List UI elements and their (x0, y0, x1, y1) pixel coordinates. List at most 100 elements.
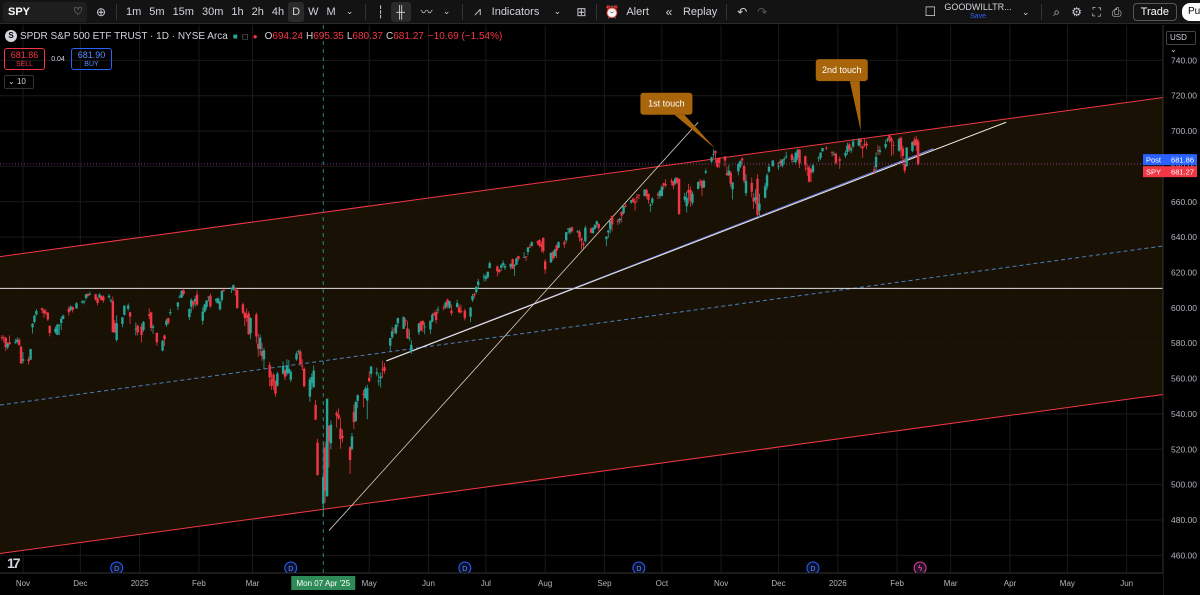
candle-body (394, 324, 398, 334)
order-quantity-field[interactable]: ⌄ 10 (4, 75, 34, 89)
candle-body (890, 138, 893, 142)
settings-gear-icon[interactable]: ⚙ (1071, 5, 1083, 19)
interval-d[interactable]: D (288, 1, 305, 22)
status-dots-icon[interactable]: ■ ◻ ● (232, 31, 259, 41)
interval-30m[interactable]: 30m (201, 5, 224, 18)
candle (134, 322, 138, 336)
candle-body (658, 190, 662, 197)
chart-style-chevron-icon[interactable]: ⌄ (442, 6, 451, 16)
candle (348, 446, 352, 475)
candle-body (390, 331, 394, 338)
interval-15m[interactable]: 15m (172, 5, 194, 18)
candle (698, 178, 702, 187)
interval-1m[interactable]: 1m (126, 5, 142, 18)
candle-body (892, 145, 895, 147)
candle (98, 292, 101, 299)
candle-body (832, 154, 836, 155)
currency-selector[interactable]: USD ⌄ (1166, 31, 1196, 54)
candle-body (335, 412, 338, 416)
interval-m[interactable]: M (326, 5, 336, 18)
snapshot-camera-icon[interactable]: ⎙ (1111, 4, 1122, 19)
alert-button[interactable]: Alert (626, 5, 649, 18)
crosshair-date-label: Mon 07 Apr '25 (296, 579, 350, 588)
candle-body (161, 340, 164, 351)
redo-icon[interactable]: ↷ (757, 4, 768, 19)
account-chevron-icon[interactable]: ⌄ (1021, 6, 1030, 17)
candle (436, 306, 440, 314)
candle (498, 268, 501, 274)
candle-body (88, 294, 92, 295)
crosshair-date-badge: Mon 07 Apr '25 (291, 576, 356, 590)
interval-2h[interactable]: 2h (251, 5, 264, 18)
candle (872, 165, 876, 175)
candle-body (56, 324, 59, 335)
candle (167, 317, 170, 325)
interval-dropdown-chevron-icon[interactable]: ⌄ (345, 6, 354, 16)
candle (178, 294, 182, 299)
undo-icon[interactable]: ↶ (737, 4, 748, 19)
candle (94, 293, 97, 301)
replay-rewind-icon[interactable]: « (665, 4, 673, 19)
candle (905, 146, 908, 167)
candle (528, 244, 532, 248)
candle (916, 139, 920, 166)
candle-body (327, 425, 331, 442)
candle-body (216, 298, 220, 304)
candle-body (555, 245, 558, 251)
sell-button[interactable]: 681.86 SELL (4, 48, 45, 70)
candle-body (540, 244, 543, 247)
account-save-group[interactable]: GOODWILLTR... Save (944, 3, 1011, 21)
candle (115, 315, 118, 342)
compare-plus-icon[interactable]: ⊕ (95, 4, 107, 19)
toolbar-divider (116, 3, 117, 20)
price-badge-value: 681.27 (1171, 168, 1194, 177)
candle-body (214, 299, 218, 301)
candle (182, 288, 185, 296)
candle (851, 139, 855, 149)
line-chart-style-icon[interactable]: 〰 (420, 5, 433, 19)
fullscreen-icon[interactable]: ⛶ (1092, 4, 1101, 19)
interval-1h[interactable]: 1h (231, 5, 244, 18)
interval-5m[interactable]: 5m (149, 5, 165, 18)
publish-button[interactable]: Pu (1182, 3, 1200, 21)
candle (911, 141, 914, 153)
candle (100, 295, 103, 301)
candle-body (16, 339, 19, 342)
interval-w[interactable]: W (308, 5, 319, 18)
candle-body (689, 190, 692, 201)
candle (396, 317, 400, 327)
interval-4h[interactable]: 4h (271, 5, 285, 18)
candle (67, 306, 71, 316)
candle (142, 320, 145, 332)
callout-box (640, 92, 693, 115)
candle (884, 140, 887, 149)
quick-search-icon[interactable]: ⌕ (1053, 4, 1061, 19)
indicators-button[interactable]: Indicators (491, 5, 540, 18)
candle-body (325, 398, 329, 497)
candle (302, 367, 306, 388)
candle (509, 263, 512, 270)
candle-body (503, 266, 507, 268)
candle (188, 308, 191, 321)
indicators-chevron-icon[interactable]: ⌄ (553, 6, 562, 16)
trade-button[interactable]: Trade (1132, 3, 1177, 21)
candle-body (44, 312, 48, 314)
candle-body (222, 290, 226, 292)
candle (457, 304, 461, 314)
candle-body (258, 337, 262, 350)
indicators-icon[interactable]: ⩘ (474, 4, 482, 18)
replay-button[interactable]: Replay (682, 5, 718, 18)
alert-clock-icon[interactable]: ⏰ (604, 4, 620, 19)
watchlist-heart-icon[interactable]: ♡ (73, 6, 83, 18)
layout-grid-icon[interactable]: ⊞ (576, 4, 587, 19)
candle-chart-style-icon[interactable]: ╫ (390, 1, 411, 22)
candle (190, 298, 193, 313)
candle-body (314, 404, 317, 420)
bar-chart-style-icon[interactable]: ┆ (377, 4, 385, 19)
symbol-search[interactable]: SPY ♡ (3, 1, 87, 22)
candle-body (911, 141, 914, 152)
buy-button[interactable]: 681.90 BUY (71, 48, 112, 70)
candle (44, 309, 48, 315)
layout-checkbox-icon[interactable]: ☐ (924, 4, 937, 19)
